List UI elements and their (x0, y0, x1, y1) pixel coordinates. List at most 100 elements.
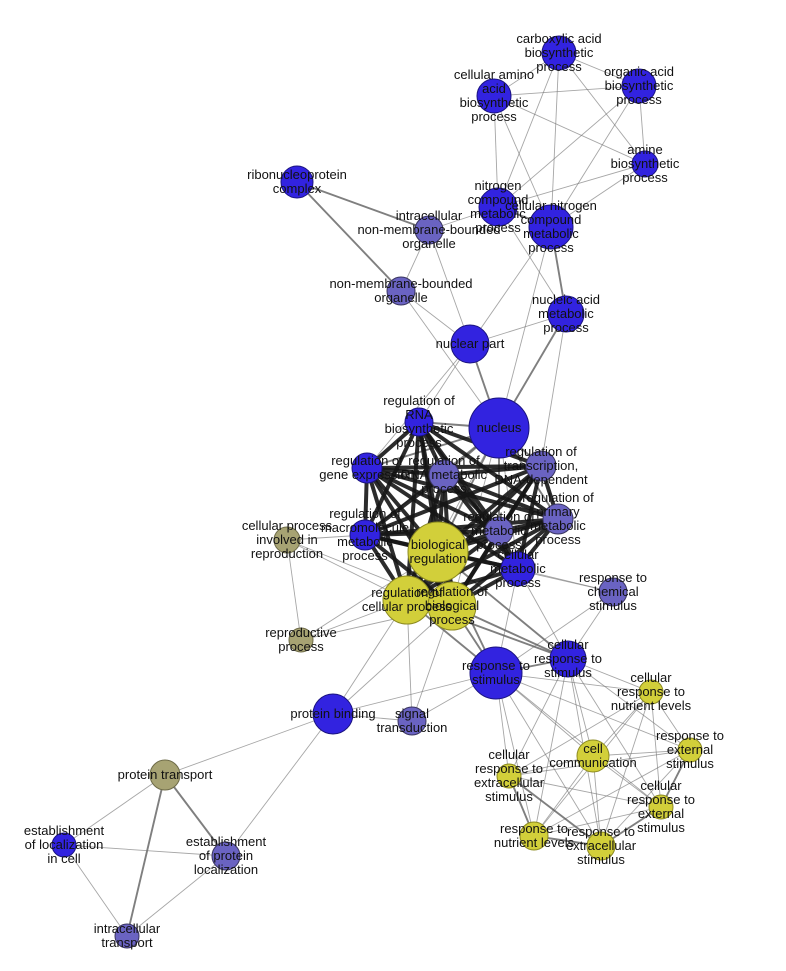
svg-text:biosynthetic: biosynthetic (525, 45, 594, 60)
svg-text:localization: localization (194, 862, 258, 877)
svg-text:metabolic: metabolic (471, 523, 527, 538)
svg-text:DNA-dependent: DNA-dependent (494, 472, 588, 487)
svg-text:stimulus: stimulus (589, 598, 637, 613)
svg-text:process: process (535, 532, 581, 547)
svg-text:process: process (622, 170, 668, 185)
svg-text:stimulus: stimulus (544, 665, 592, 680)
svg-text:response to: response to (579, 570, 647, 585)
svg-text:reproduction: reproduction (251, 546, 323, 561)
svg-text:process: process (429, 612, 475, 627)
svg-text:protein transport: protein transport (118, 767, 213, 782)
svg-text:in cell: in cell (47, 851, 80, 866)
svg-text:nucleus: nucleus (477, 420, 522, 435)
svg-text:carboxylic acid: carboxylic acid (516, 31, 601, 46)
svg-text:RNA: RNA (405, 407, 433, 422)
svg-text:biological: biological (425, 598, 479, 613)
svg-text:regulation of: regulation of (416, 584, 488, 599)
svg-text:process: process (342, 548, 388, 563)
svg-text:cellular: cellular (488, 747, 530, 762)
svg-text:process: process (471, 109, 517, 124)
svg-text:extracellular: extracellular (474, 775, 545, 790)
svg-text:cellular: cellular (640, 778, 682, 793)
svg-text:stimulus: stimulus (472, 672, 520, 687)
svg-text:process: process (543, 320, 589, 335)
svg-text:metabolic: metabolic (337, 534, 393, 549)
svg-text:regulation: regulation (409, 551, 466, 566)
svg-text:process: process (536, 59, 582, 74)
svg-text:response to: response to (500, 821, 568, 836)
svg-text:involved in: involved in (256, 532, 317, 547)
svg-text:external: external (638, 806, 684, 821)
svg-text:biosynthetic: biosynthetic (605, 78, 674, 93)
svg-text:process: process (278, 639, 324, 654)
svg-text:cellular amino: cellular amino (454, 67, 534, 82)
svg-text:amine: amine (627, 142, 662, 157)
svg-text:nuclear part: nuclear part (436, 336, 505, 351)
svg-text:response to: response to (617, 684, 685, 699)
svg-text:acid: acid (482, 81, 506, 96)
svg-text:cell: cell (583, 741, 603, 756)
svg-text:nitrogen: nitrogen (475, 178, 522, 193)
svg-text:non-membrane-bounded: non-membrane-bounded (357, 222, 500, 237)
svg-text:nucleic acid: nucleic acid (532, 292, 600, 307)
svg-text:of protein: of protein (199, 848, 253, 863)
svg-text:complex: complex (273, 181, 322, 196)
svg-text:regulation of: regulation of (408, 453, 480, 468)
svg-text:regulation of: regulation of (463, 509, 535, 524)
svg-text:metabolic: metabolic (523, 226, 579, 241)
svg-text:organic acid: organic acid (604, 64, 674, 79)
svg-text:transcription,: transcription, (504, 458, 578, 473)
svg-text:response to: response to (627, 792, 695, 807)
svg-text:metabolic: metabolic (530, 518, 586, 533)
svg-text:protein binding: protein binding (290, 706, 375, 721)
svg-text:process: process (495, 575, 541, 590)
svg-text:regulation of: regulation of (329, 506, 401, 521)
svg-text:stimulus: stimulus (485, 789, 533, 804)
svg-text:regulation of: regulation of (331, 453, 403, 468)
svg-text:regulation of: regulation of (383, 393, 455, 408)
svg-text:communication: communication (549, 755, 636, 770)
svg-text:regulation of: regulation of (522, 490, 594, 505)
svg-text:process: process (421, 481, 467, 496)
svg-text:of localization: of localization (25, 837, 104, 852)
svg-text:cellular: cellular (547, 637, 589, 652)
svg-text:biosynthetic: biosynthetic (385, 421, 454, 436)
svg-text:organelle: organelle (374, 290, 428, 305)
svg-text:response to: response to (534, 651, 602, 666)
svg-text:cellular process: cellular process (242, 518, 333, 533)
svg-text:organelle: organelle (402, 236, 456, 251)
svg-text:response to: response to (567, 824, 635, 839)
svg-text:stimulus: stimulus (666, 756, 714, 771)
svg-text:RNA metabolic: RNA metabolic (401, 467, 487, 482)
svg-text:nutrient levels: nutrient levels (611, 698, 692, 713)
svg-text:ribonucleoprotein: ribonucleoprotein (247, 167, 347, 182)
svg-text:nutrient levels: nutrient levels (494, 835, 575, 850)
svg-text:chemical: chemical (587, 584, 638, 599)
svg-text:stimulus: stimulus (577, 852, 625, 867)
svg-text:intracellular: intracellular (396, 208, 463, 223)
svg-text:macromolecule: macromolecule (321, 520, 409, 535)
svg-text:response to: response to (462, 658, 530, 673)
svg-text:signal: signal (395, 706, 429, 721)
svg-text:biosynthetic: biosynthetic (611, 156, 680, 171)
svg-text:compound: compound (521, 212, 582, 227)
svg-text:transport: transport (101, 935, 153, 950)
svg-text:establishment: establishment (24, 823, 105, 838)
svg-text:extracellular: extracellular (566, 838, 637, 853)
svg-text:metabolic: metabolic (538, 306, 594, 321)
svg-text:transduction: transduction (377, 720, 448, 735)
svg-text:process: process (616, 92, 662, 107)
svg-text:non-membrane-bounded: non-membrane-bounded (329, 276, 472, 291)
svg-text:cellular: cellular (497, 547, 539, 562)
svg-text:response to: response to (656, 728, 724, 743)
svg-text:biosynthetic: biosynthetic (460, 95, 529, 110)
svg-text:metabolic: metabolic (490, 561, 546, 576)
svg-text:reproductive: reproductive (265, 625, 337, 640)
svg-text:process: process (528, 240, 574, 255)
svg-text:stimulus: stimulus (637, 820, 685, 835)
svg-text:intracellular: intracellular (94, 921, 161, 936)
svg-text:regulation of: regulation of (505, 444, 577, 459)
svg-text:establishment: establishment (186, 834, 267, 849)
svg-text:primary: primary (536, 504, 580, 519)
svg-text:cellular nitrogen: cellular nitrogen (505, 198, 597, 213)
